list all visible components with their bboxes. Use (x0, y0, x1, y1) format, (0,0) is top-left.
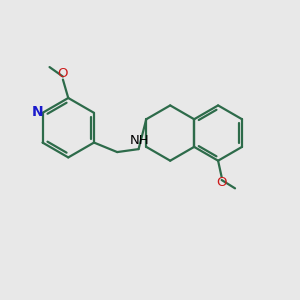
Text: O: O (58, 67, 68, 80)
Text: O: O (216, 176, 227, 190)
Text: N: N (32, 105, 43, 119)
Text: NH: NH (129, 134, 149, 147)
